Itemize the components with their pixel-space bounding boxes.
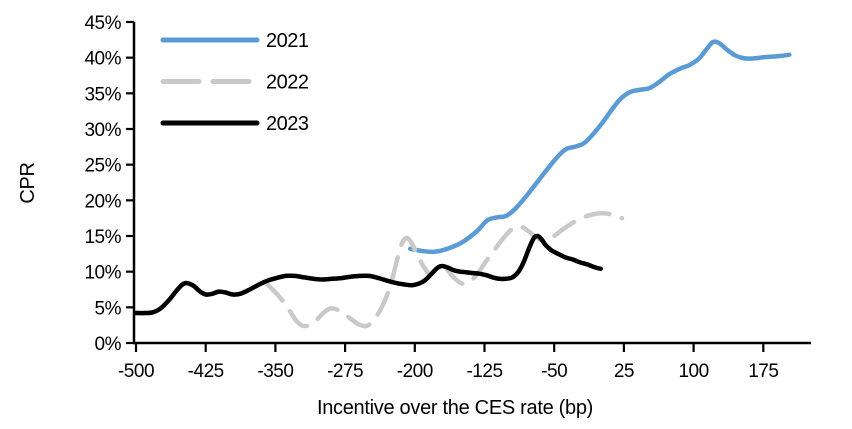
x-tick-label: -350 (257, 361, 293, 382)
legend-label-2021: 2021 (266, 30, 309, 52)
y-axis-title: CPR (17, 162, 39, 203)
x-tick-label: -425 (188, 361, 224, 382)
x-tick-label: 100 (678, 361, 708, 382)
x-tick-label: -125 (466, 361, 502, 382)
y-tick-label: 30% (84, 120, 121, 141)
legend-label-2022: 2022 (266, 72, 309, 94)
x-tick-label: -50 (541, 361, 567, 382)
series-line-2023 (133, 233, 603, 316)
y-tick-label: 5% (95, 298, 122, 319)
series-line-2021 (407, 39, 792, 255)
x-axis-title: Incentive over the CES rate (bp) (317, 397, 593, 419)
legend: 2021 2022 2023 (160, 30, 309, 135)
y-tick-label: 35% (84, 84, 121, 105)
x-tick-label: -200 (397, 361, 433, 382)
y-tick-label: 45% (84, 13, 121, 34)
y-tick-label: 15% (84, 227, 121, 248)
series-lines (133, 39, 792, 329)
x-tick-label: 25 (614, 361, 634, 382)
y-tick-label: 25% (84, 156, 121, 177)
axes: 0% 5% 10% 15% 20% 25% 30% 35% 40% 45% -500 -425 -350… (84, 13, 811, 382)
x-tick-label: -275 (327, 361, 363, 382)
y-tick-label: 10% (84, 263, 121, 284)
y-tick-label: 40% (84, 49, 121, 70)
legend-label-2023: 2023 (266, 113, 309, 135)
x-tick-label: 175 (748, 361, 778, 382)
x-tick-label: -500 (118, 361, 154, 382)
y-tick-label: 20% (84, 191, 121, 212)
y-tick-label: 0% (95, 334, 122, 355)
series-line-2022 (263, 210, 625, 329)
